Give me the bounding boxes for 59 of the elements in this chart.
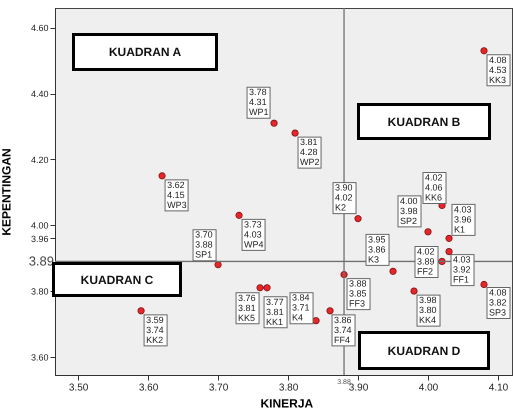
x-tick-label: 3.60 bbox=[138, 382, 159, 394]
y-tick-label: 3.80 bbox=[30, 286, 48, 297]
data-label: 3.95 3.86 K3 bbox=[368, 234, 386, 264]
quadrant-box: KUADRAN D bbox=[358, 331, 490, 370]
data-label: 3.77 3.81 KK1 bbox=[266, 296, 284, 327]
data-label: 3.62 4.15 WP3 bbox=[167, 180, 187, 210]
point bbox=[158, 172, 166, 180]
point bbox=[410, 288, 418, 295]
y-axis-title: KEPENTINGAN bbox=[0, 148, 14, 236]
data-label: 3.78 4.31 WP1 bbox=[249, 87, 269, 118]
x-tick-label: 4.10 bbox=[488, 382, 509, 394]
x-tick-label: 3.90 bbox=[348, 382, 369, 394]
x-tick-label: 4.00 bbox=[418, 382, 439, 394]
data-label: 3.76 3.81 KK5 bbox=[238, 292, 256, 323]
data-label: 4.08 4.53 KK3 bbox=[489, 54, 507, 85]
y-tick-label: 4.00 bbox=[30, 220, 48, 231]
point bbox=[263, 284, 271, 292]
point bbox=[236, 212, 243, 219]
point bbox=[424, 228, 432, 236]
y-tick-label: 3.60 bbox=[30, 352, 48, 362]
x-tick-label: 3.70 bbox=[208, 382, 229, 394]
x-axis-title: KINERJA bbox=[260, 396, 314, 410]
point bbox=[354, 215, 362, 222]
point bbox=[480, 47, 488, 54]
point bbox=[326, 307, 334, 314]
y-tick-label: 3.96 bbox=[30, 234, 48, 244]
x-tick-label: 3.50 bbox=[68, 382, 89, 394]
data-label: 4.03 3.92 FF1 bbox=[453, 254, 471, 285]
data-label: 3.98 3.80 KK4 bbox=[419, 295, 437, 326]
data-label: 4.08 3.82 SP3 bbox=[489, 287, 507, 318]
data-label: 3.90 4.02 K2 bbox=[335, 182, 353, 213]
y-tick-label: 4.60 bbox=[30, 23, 48, 34]
point bbox=[256, 284, 264, 292]
quadrant-box: KUADRAN C bbox=[52, 262, 182, 297]
ref-line-label: 3.89 bbox=[28, 253, 54, 268]
point bbox=[389, 268, 397, 275]
data-label: 3.86 3.74 FF4 bbox=[334, 314, 352, 345]
point bbox=[291, 130, 299, 137]
data-label: 4.02 4.06 KK6 bbox=[425, 172, 443, 202]
data-label: 3.73 4.03 WP4 bbox=[244, 219, 264, 250]
data-label: 3.88 3.85 FF3 bbox=[349, 278, 367, 309]
data-label: 4.03 3.96 K1 bbox=[454, 204, 472, 234]
point bbox=[445, 234, 453, 242]
x-tick-label: 3.80 bbox=[278, 382, 299, 394]
data-label: 4.00 3.98 SP2 bbox=[400, 196, 418, 226]
data-label: 4.02 3.89 FF2 bbox=[417, 246, 435, 276]
point bbox=[270, 120, 278, 127]
data-label: 3.59 3.74 KK2 bbox=[146, 314, 164, 345]
point bbox=[445, 248, 453, 256]
data-label: 3.84 3.71 K4 bbox=[292, 292, 310, 323]
quadrant-box: KUADRAN A bbox=[72, 33, 218, 71]
y-tick-label: 4.20 bbox=[30, 154, 48, 165]
data-label: 3.70 3.88 SP1 bbox=[195, 230, 213, 260]
quadrant-box: KUADRAN B bbox=[357, 103, 491, 140]
point bbox=[138, 307, 145, 314]
point bbox=[214, 261, 222, 268]
data-label: 3.81 4.28 WP2 bbox=[300, 137, 320, 168]
y-tick-label: 4.40 bbox=[30, 89, 48, 100]
point bbox=[480, 280, 488, 288]
